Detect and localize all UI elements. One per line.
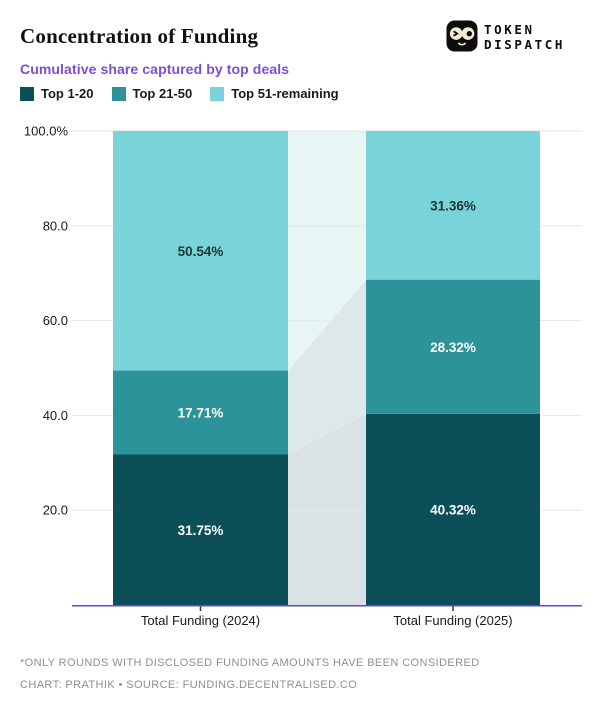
- bar-segment-Total-Funding-2024--0: [113, 454, 288, 605]
- segment-label: 17.71%: [178, 406, 224, 421]
- page-title: Concentration of Funding: [20, 24, 259, 48]
- segment-label: 31.36%: [430, 198, 476, 213]
- y-tick-label: 60.0: [43, 313, 68, 328]
- logo-text-line1: TOKEN: [484, 22, 535, 37]
- legend-swatch: [111, 86, 126, 101]
- y-tick-label: 80.0: [43, 218, 68, 233]
- legend-label: Top 21-50: [132, 86, 193, 101]
- connector-ribbon-2: [288, 131, 366, 371]
- token-dispatch-owl-icon: [446, 20, 478, 52]
- logo-wordmark: TOKEN DISPATCH: [484, 22, 565, 52]
- legend-label: Top 51-remaining: [231, 86, 339, 101]
- segment-label: 31.75%: [178, 523, 224, 538]
- connector-ribbon-0: [288, 413, 366, 605]
- y-tick-label: 40.0: [43, 408, 68, 423]
- footnote-credit: CHART: PRATHIK • SOURCE: FUNDING.DECENTR…: [20, 679, 358, 691]
- x-axis-label: Total Funding (2025): [393, 613, 512, 628]
- legend-item-1: Top 21-50: [111, 86, 193, 101]
- segment-label: 40.32%: [430, 502, 476, 517]
- footnote-disclaimer: *ONLY ROUNDS WITH DISCLOSED FUNDING AMOU…: [20, 657, 480, 669]
- connector-ribbon-1: [288, 279, 366, 455]
- bar-segment-Total-Funding-2024--2: [113, 131, 288, 371]
- legend-label: Top 1-20: [41, 86, 94, 101]
- legend-swatch: [210, 86, 225, 101]
- footnote: *ONLY ROUNDS WITH DISCLOSED FUNDING AMOU…: [20, 652, 480, 696]
- bar-segment-Total-Funding-2025--0: [366, 413, 540, 605]
- bar-segment-Total-Funding-2025--2: [366, 131, 540, 280]
- bar-segment-Total-Funding-2024--1: [113, 370, 288, 455]
- legend: Top 1-20 Top 21-50 Top 51-remaining: [20, 86, 339, 101]
- y-tick-label: 20.0: [43, 503, 68, 518]
- segment-label: 50.54%: [178, 244, 224, 259]
- chart-subtitle: Cumulative share captured by top deals: [20, 61, 290, 77]
- brand-logo: TOKEN DISPATCH: [446, 20, 565, 52]
- legend-swatch: [20, 86, 34, 101]
- legend-item-0: Top 1-20: [20, 86, 94, 101]
- x-axis-label: Total Funding (2024): [141, 613, 260, 628]
- y-tick-label: 100.0%: [24, 124, 69, 139]
- logo-text-line2: DISPATCH: [484, 37, 566, 52]
- legend-item-2: Top 51-remaining: [210, 86, 339, 101]
- segment-label: 28.32%: [430, 340, 476, 355]
- bar-segment-Total-Funding-2025--1: [366, 279, 540, 414]
